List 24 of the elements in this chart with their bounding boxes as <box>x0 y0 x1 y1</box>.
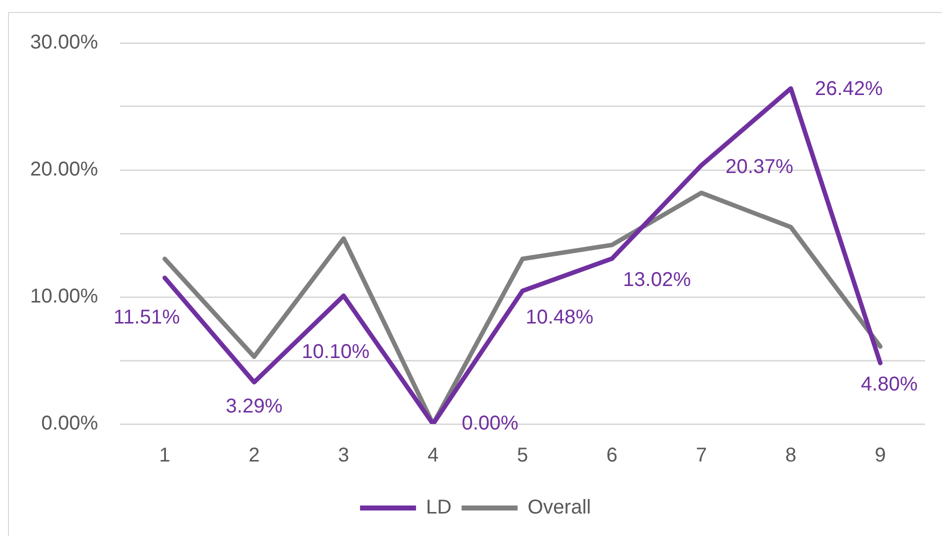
data-label: 4.80% <box>860 374 918 396</box>
x-tick-label: 2 <box>248 444 260 467</box>
data-label: 11.51% <box>114 306 180 328</box>
data-label: 3.29% <box>226 396 283 418</box>
x-tick-label: 1 <box>159 444 170 467</box>
x-tick-label: 3 <box>338 444 350 467</box>
y-tick-label: 30.00% <box>30 32 98 54</box>
data-label: 20.37% <box>725 156 794 178</box>
x-tick-label: 7 <box>696 444 707 467</box>
data-label: 10.48% <box>526 306 594 328</box>
data-label: 10.10% <box>302 341 370 364</box>
data-label: 0.00% <box>462 412 519 435</box>
y-tick-label: 0.00% <box>41 412 98 435</box>
y-tick-label: 10.00% <box>30 286 98 308</box>
y-tick-label: 20.00% <box>30 158 98 181</box>
x-tick-label: 9 <box>874 444 886 467</box>
data-label: 13.02% <box>623 269 692 292</box>
x-tick-label: 4 <box>427 444 439 467</box>
legend-label: Overall <box>528 496 591 519</box>
data-label: 26.42% <box>814 78 883 100</box>
x-tick-label: 5 <box>516 444 528 467</box>
legend-label: LD <box>426 496 452 519</box>
x-tick-label: 6 <box>606 444 618 467</box>
x-tick-label: 8 <box>785 444 796 467</box>
